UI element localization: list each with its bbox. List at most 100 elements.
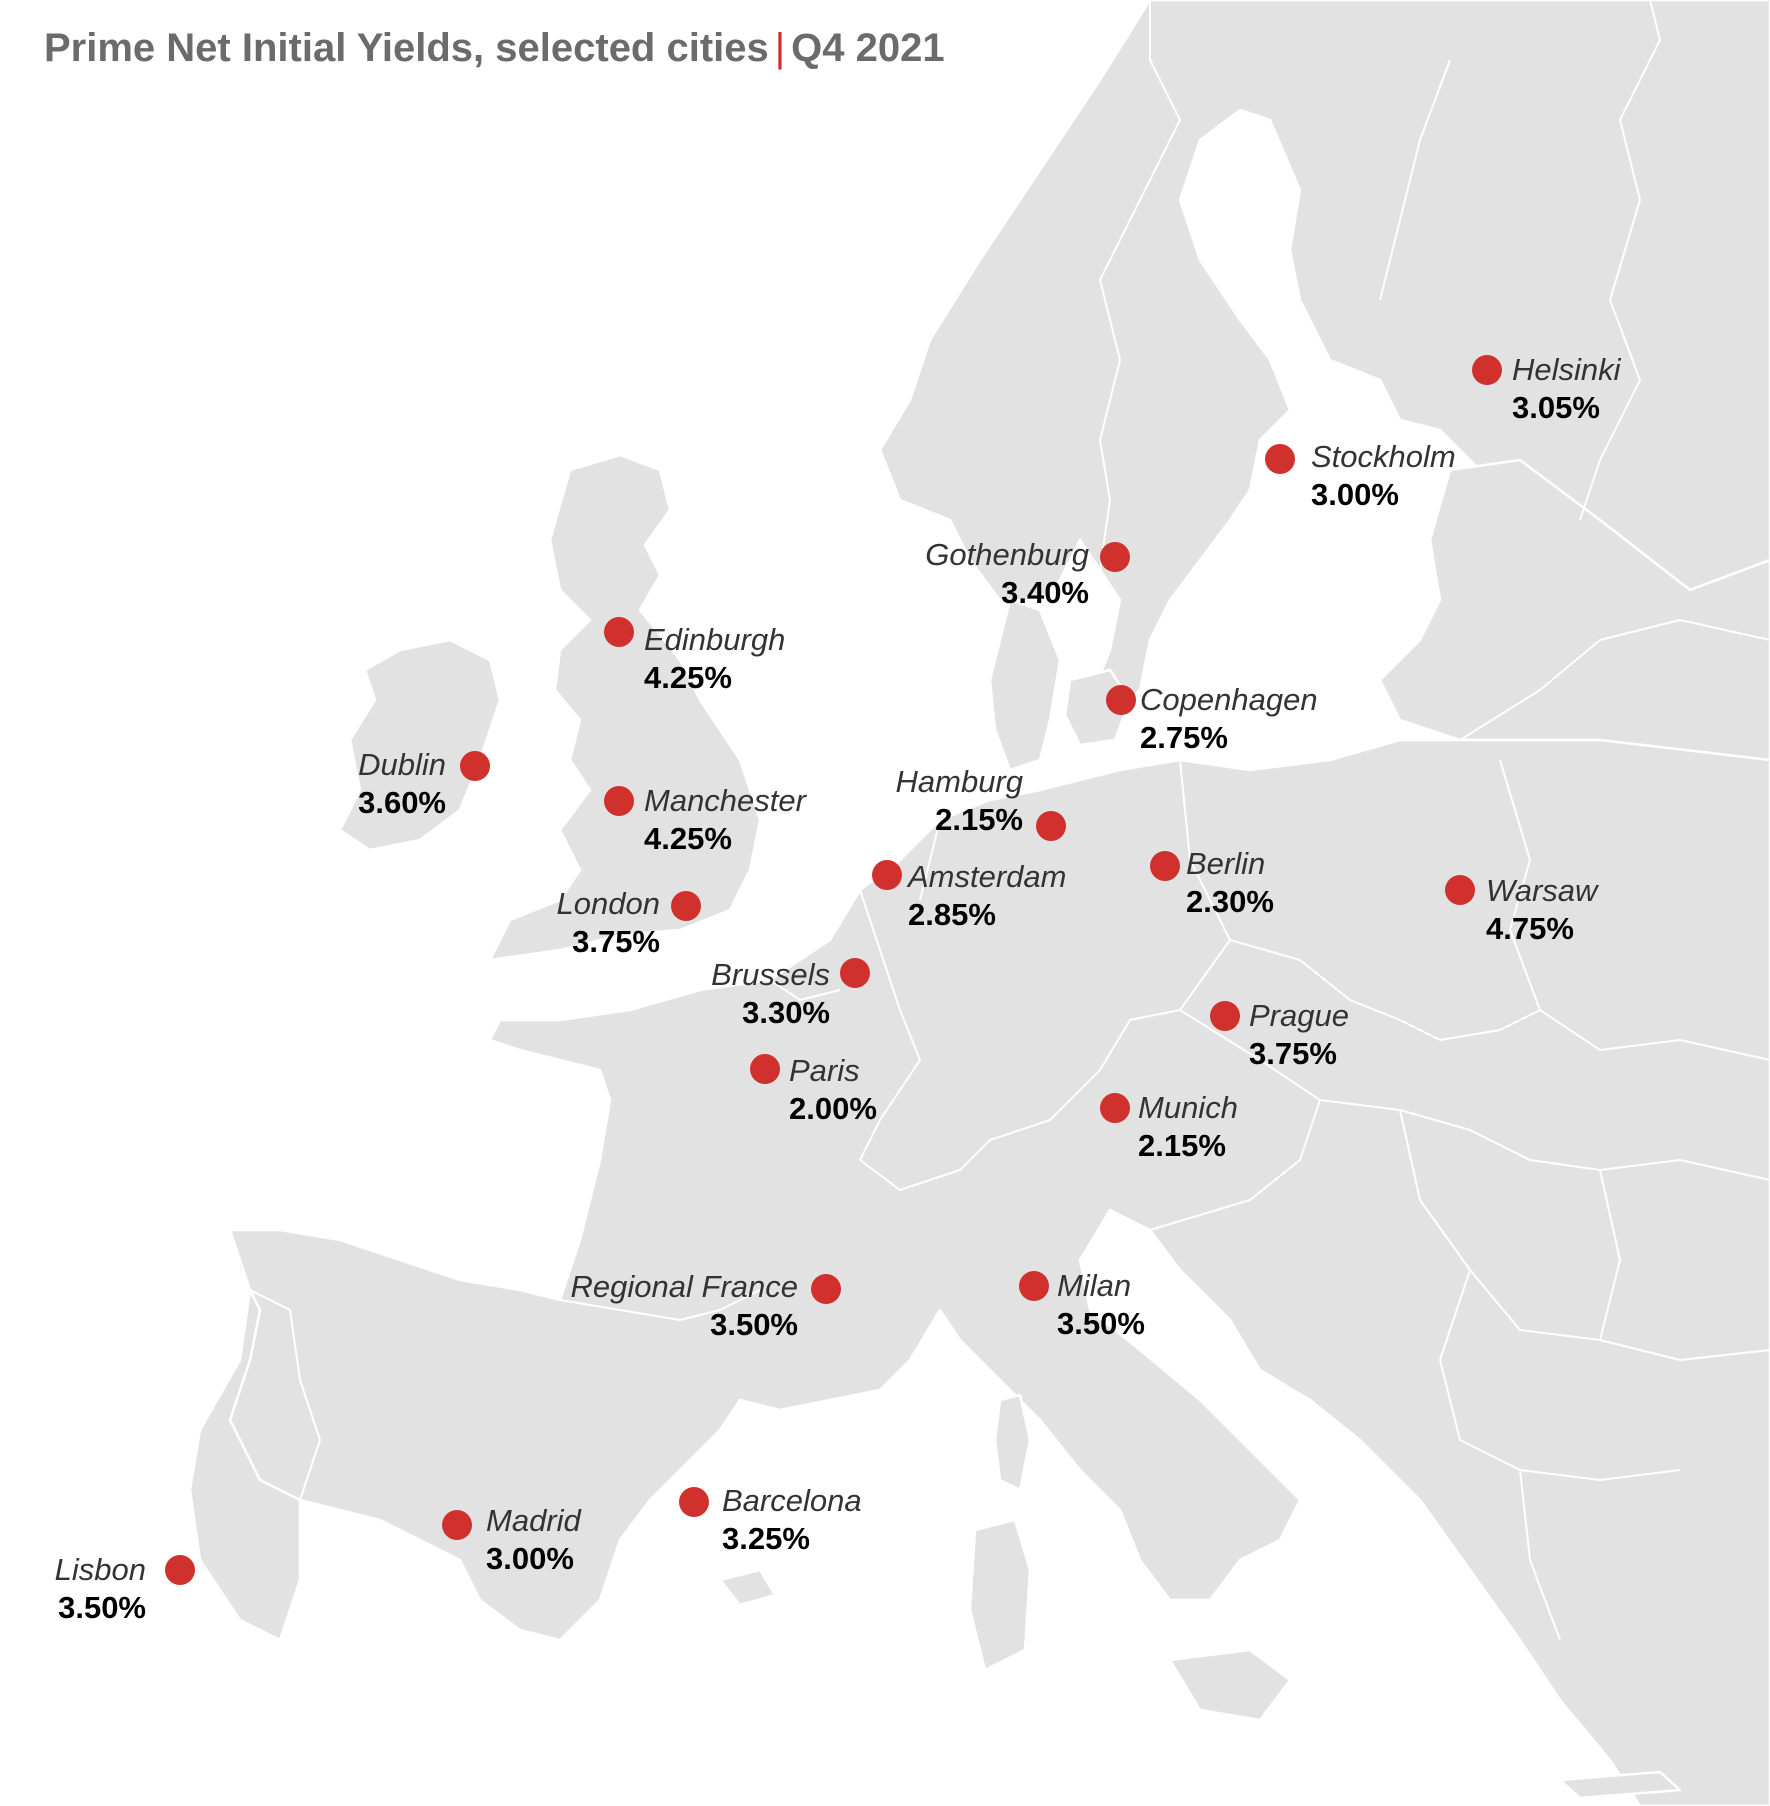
border-ukraine [1539,1009,1770,1061]
city-name-amsterdam: Amsterdam [906,859,1066,894]
land-portugal [188,1228,302,1642]
city-name-madrid: Madrid [486,1503,583,1538]
city-yield-regional-france: 3.50% [710,1307,798,1342]
city-yield-dublin: 3.60% [358,785,446,820]
city-dot-manchester [604,786,634,816]
city-name-hamburg: Hamburg [896,764,1024,799]
city-yield-stockholm: 3.00% [1311,477,1399,512]
city-name-brussels: Brussels [711,957,830,992]
city-name-munich: Munich [1138,1090,1238,1125]
land-sardinia [968,1518,1032,1672]
land-scandinavia [878,0,1770,722]
city-name-edinburgh: Edinburgh [644,622,785,657]
city-yield-barcelona: 3.25% [722,1521,810,1556]
city-name-lisbon: Lisbon [55,1552,146,1587]
city-name-stockholm: Stockholm [1311,439,1456,474]
city-name-london: London [557,886,660,921]
city-yield-gothenburg: 3.40% [1001,575,1089,610]
border-spain-portugal [249,1289,321,1501]
land-layer [188,0,1770,1806]
border-norway-sweden [1099,0,1181,571]
border-pyrenees [559,1289,761,1321]
city-dot-milan [1019,1271,1049,1301]
border-czech [1229,939,1501,1041]
city-dot-gothenburg [1100,542,1130,572]
land-balearics [718,1568,777,1607]
border-austria [1149,1009,1321,1231]
title-period: Q4 2021 [791,26,945,70]
city-dot-lisbon [165,1555,195,1585]
land-denmark [988,598,1062,772]
map-title: Prime Net Initial Yields, selected citie… [44,26,945,71]
border-balkans [1399,1109,1770,1361]
city-dot-hamburg [1036,811,1066,841]
title-separator: | [774,26,786,70]
border-poland-east [1499,759,1541,1031]
city-yield-edinburgh: 4.25% [644,660,732,695]
city-name-warsaw: Warsaw [1486,873,1600,908]
border-benelux [769,979,841,1001]
border-finland-russia [1579,0,1661,521]
city-dot-dublin [460,751,490,781]
land-ireland [338,638,502,852]
title-main: Prime Net Initial Yields, selected citie… [44,26,769,70]
city-name-helsinki: Helsinki [1512,352,1622,387]
city-yield-paris: 2.00% [789,1091,877,1126]
land-continent [228,738,1770,1806]
country-borders [249,0,1770,1641]
city-dot-paris [750,1054,780,1084]
city-yield-helsinki: 3.05% [1512,390,1600,425]
city-dot-edinburgh [604,617,634,647]
city-name-manchester: Manchester [644,783,808,818]
city-dot-warsaw [1445,875,1475,905]
city-name-milan: Milan [1057,1268,1131,1303]
city-yield-amsterdam: 2.85% [908,897,996,932]
city-yield-manchester: 4.25% [644,821,732,856]
border-france-east [859,889,921,1161]
city-dot-stockholm [1265,444,1295,474]
border-germany-east [1099,759,1231,1071]
city-dot-berlin [1150,851,1180,881]
city-dot-helsinki [1472,355,1502,385]
city-yield-london: 3.75% [572,924,660,959]
city-yield-madrid: 3.00% [486,1541,574,1576]
land-great-britain [488,453,762,962]
city-yield-brussels: 3.30% [742,995,830,1030]
city-yield-hamburg: 2.15% [935,802,1023,837]
city-yield-prague: 3.75% [1249,1036,1337,1071]
city-dot-brussels [840,958,870,988]
border-romania [1599,1169,1621,1341]
city-name-dublin: Dublin [358,747,446,782]
city-dot-barcelona [679,1487,709,1517]
city-dot-london [671,891,701,921]
city-name-copenhagen: Copenhagen [1140,682,1318,717]
city-name-berlin: Berlin [1186,846,1265,881]
city-name-gothenburg: Gothenburg [925,537,1089,572]
city-yield-lisbon: 3.50% [58,1590,146,1625]
land-crete [1558,1770,1682,1800]
city-dot-munich [1100,1093,1130,1123]
border-netherlands [919,819,941,901]
city-yield-copenhagen: 2.75% [1140,720,1228,755]
border-alps [859,1069,1101,1191]
land-corsica [993,1393,1032,1492]
city-markers: Helsinki3.05%Stockholm3.00%Gothenburg3.4… [55,352,1622,1625]
border-sweden-finland [1379,59,1451,301]
city-yield-berlin: 2.30% [1186,884,1274,919]
